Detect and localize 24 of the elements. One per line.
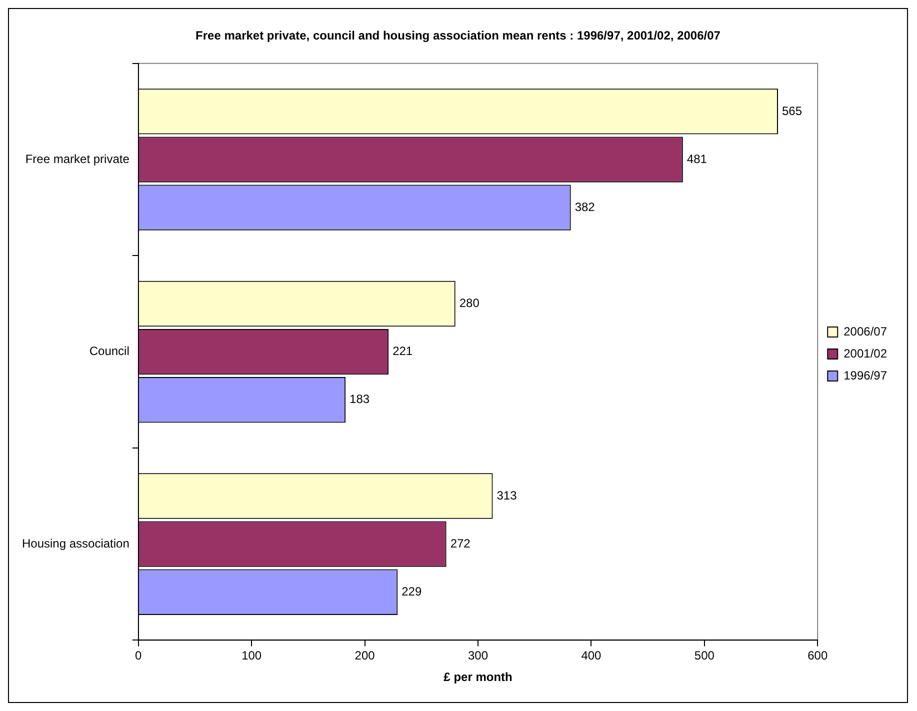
data-label: 272 <box>450 536 471 550</box>
data-label: 565 <box>782 104 802 118</box>
data-label: 280 <box>459 296 480 310</box>
data-label: 221 <box>392 344 413 358</box>
data-label: 313 <box>496 488 518 502</box>
x-tick-label: 300 <box>468 648 488 663</box>
legend-label: 2006/07 <box>844 324 888 338</box>
x-tick-label: 100 <box>242 648 262 663</box>
legend-label: 2001/02 <box>844 346 888 360</box>
y-tick-label: Housing association <box>22 536 130 550</box>
x-tick-label: 0 <box>135 648 142 663</box>
y-tick-label: Council <box>89 344 130 358</box>
x-tick-label: 200 <box>354 648 376 663</box>
data-label: 183 <box>350 392 370 406</box>
data-label: 382 <box>574 200 596 214</box>
chart-title: Free market private, council and housing association mean rents : 1996/97, 2001/02, 2006/07 <box>196 28 721 43</box>
legend-label: 1996/97 <box>844 368 888 382</box>
x-tick-label: 500 <box>694 648 715 663</box>
x-tick-label: 600 <box>808 648 828 663</box>
data-label: 229 <box>402 584 422 598</box>
x-tick-label: 400 <box>581 648 602 663</box>
y-tick-label: Free market private <box>25 152 130 166</box>
x-axis-title: £ per month <box>444 670 512 684</box>
data-label: 481 <box>686 152 708 166</box>
